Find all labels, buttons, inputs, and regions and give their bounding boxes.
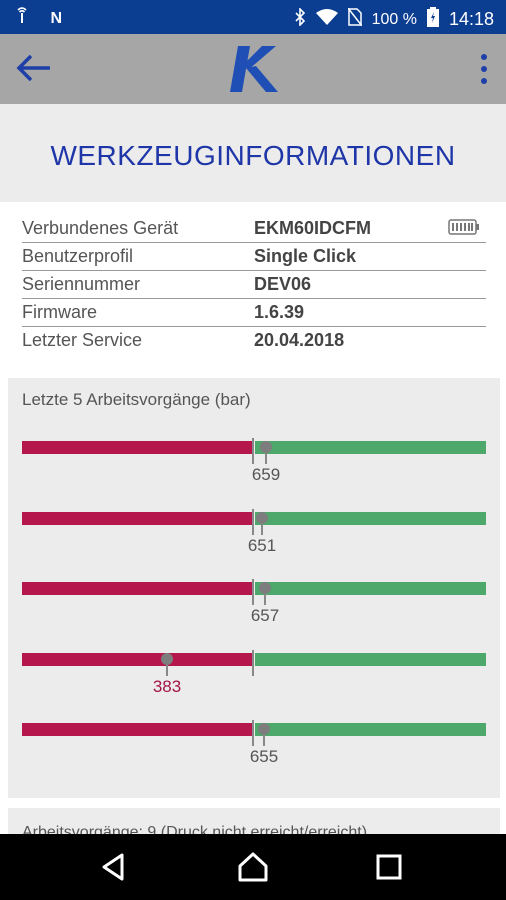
status-bar: N 100 % 14:18 bbox=[0, 0, 506, 34]
home-icon[interactable] bbox=[236, 850, 270, 884]
info-label: Verbundenes Gerät bbox=[22, 218, 179, 238]
battery-level-text: 100 % bbox=[371, 10, 417, 28]
info-row-user-profile: Benutzerprofil Single Click bbox=[22, 242, 486, 271]
gauge-bar-below bbox=[22, 653, 252, 666]
info-value: Single Click bbox=[254, 246, 357, 266]
gauge-threshold-mark bbox=[252, 579, 254, 605]
gauge-marker-dot bbox=[260, 441, 272, 453]
gauge-bar-above bbox=[255, 441, 486, 454]
info-value: 20.04.2018 bbox=[254, 330, 345, 350]
gauge-value: 383 bbox=[152, 677, 182, 696]
pressure-gauge: 655 bbox=[22, 720, 486, 770]
gauge-marker-dot bbox=[256, 512, 268, 524]
gauge-value: 655 bbox=[249, 747, 279, 766]
system-navigation-bar bbox=[0, 834, 506, 900]
gauge-bar-above bbox=[255, 653, 486, 666]
info-label: Benutzerprofil bbox=[22, 246, 134, 266]
gauge-marker-line bbox=[264, 589, 266, 605]
gauge-marker-dot bbox=[259, 582, 271, 594]
gauge-bar-above bbox=[255, 723, 486, 736]
info-value: 1.6.39 bbox=[254, 302, 305, 322]
gauge-threshold-mark bbox=[252, 509, 254, 535]
info-label: Seriennummer bbox=[22, 274, 141, 294]
pressure-gauge: 383 bbox=[22, 650, 486, 700]
gauge-threshold-mark bbox=[252, 720, 254, 746]
info-label: Letzter Service bbox=[22, 330, 143, 350]
gauge-value: 659 bbox=[251, 465, 281, 484]
back-triangle-icon[interactable] bbox=[96, 850, 130, 884]
battery-icon bbox=[426, 7, 439, 32]
app-toolbar bbox=[0, 34, 506, 104]
device-battery-icon bbox=[448, 219, 480, 235]
last-operations-panel: Letzte 5 Arbeitsvorgänge (bar) 659 651 6… bbox=[8, 378, 500, 798]
n-notification-icon: N bbox=[50, 10, 63, 27]
pressure-gauge: 659 bbox=[22, 438, 486, 488]
pressure-gauge: 657 bbox=[22, 579, 486, 629]
gauge-marker-line bbox=[166, 660, 168, 676]
gauge-bar-below bbox=[22, 582, 252, 595]
gauge-bar-below bbox=[22, 723, 252, 736]
status-right-icons: 100 % 14:18 bbox=[294, 7, 494, 32]
gauge-bar-below bbox=[22, 512, 252, 525]
info-value: DEV06 bbox=[254, 274, 312, 294]
gauge-bar-above bbox=[255, 582, 486, 595]
recents-icon[interactable] bbox=[372, 850, 406, 884]
info-row-firmware: Firmware 1.6.39 bbox=[22, 298, 486, 327]
gauge-marker-line bbox=[263, 730, 265, 746]
title-band: WERKZEUGINFORMATIONEN bbox=[0, 104, 506, 202]
info-value: EKM60IDCFM bbox=[254, 218, 372, 238]
no-sim-icon bbox=[346, 7, 363, 31]
gauge-marker-line bbox=[261, 519, 263, 535]
signal-icon bbox=[14, 7, 34, 27]
bluetooth-icon bbox=[294, 7, 306, 31]
gauge-threshold-mark bbox=[252, 650, 254, 676]
wifi-icon bbox=[315, 9, 338, 30]
info-row-last-service: Letzter Service 20.04.2018 bbox=[22, 326, 486, 354]
overflow-menu-icon[interactable] bbox=[476, 52, 492, 86]
gauge-marker-line bbox=[265, 448, 267, 464]
clock: 14:18 bbox=[448, 9, 494, 29]
info-row-serial-number: Seriennummer DEV06 bbox=[22, 270, 486, 299]
info-row-connected-device: Verbundenes Gerät EKM60IDCFM bbox=[22, 214, 486, 243]
operations-title: Letzte 5 Arbeitsvorgänge (bar) bbox=[22, 390, 251, 409]
gauge-threshold-mark bbox=[252, 438, 254, 464]
brand-logo-icon bbox=[226, 42, 282, 96]
back-arrow-icon[interactable] bbox=[14, 50, 54, 86]
gauge-value: 657 bbox=[250, 606, 280, 625]
gauge-marker-dot bbox=[258, 723, 270, 735]
gauge-value: 651 bbox=[247, 536, 277, 555]
gauge-bar-above bbox=[255, 512, 486, 525]
device-info-section: Verbundenes Gerät EKM60IDCFM Benutzerpro… bbox=[0, 202, 506, 378]
pressure-gauge: 651 bbox=[22, 509, 486, 559]
gauge-bar-below bbox=[22, 441, 252, 454]
page-title: WERKZEUGINFORMATIONEN bbox=[50, 140, 456, 171]
info-label: Firmware bbox=[22, 302, 97, 322]
gauge-marker-dot bbox=[161, 653, 173, 665]
status-left-icons: N bbox=[14, 7, 78, 28]
